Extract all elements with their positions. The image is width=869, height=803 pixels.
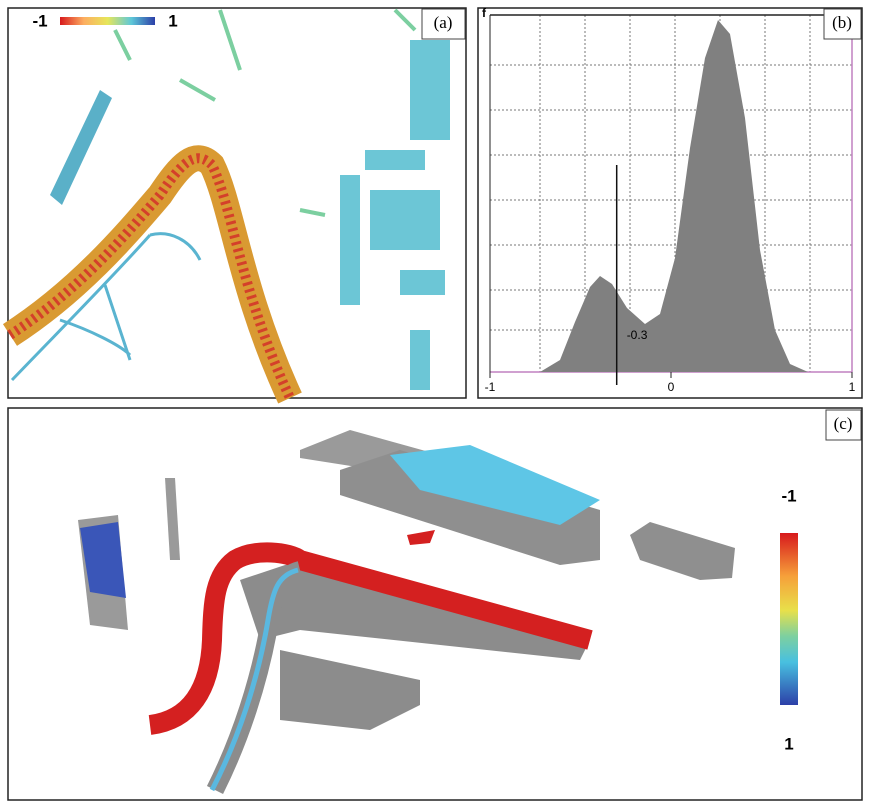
panel-c: (c) -1 1 [8, 408, 862, 800]
page: {"panels": { "a": {"label": "(a)", "colo… [0, 0, 869, 803]
panel-label: (c) [834, 414, 853, 433]
block [410, 330, 430, 390]
colorbar [780, 533, 798, 705]
panel-label: (a) [434, 13, 453, 32]
colorbar-min: -1 [781, 486, 796, 505]
x-tick-label: 0 [668, 380, 675, 394]
block [370, 190, 440, 250]
colorbar [60, 17, 155, 25]
block [365, 150, 425, 170]
x-tick-label: -1 [485, 380, 496, 394]
panel-label: (b) [832, 13, 852, 32]
figure: -1 1 (a) [0, 0, 869, 803]
panel-a: -1 1 (a) [8, 8, 466, 398]
colorbar-max: 1 [784, 734, 793, 753]
x-tick-label: 1 [849, 380, 856, 394]
threshold-label: -0.3 [627, 328, 648, 342]
block [410, 40, 450, 140]
colorbar-min: -1 [32, 11, 47, 30]
block [400, 270, 445, 295]
block [340, 175, 360, 305]
colorbar-max: 1 [168, 11, 177, 30]
